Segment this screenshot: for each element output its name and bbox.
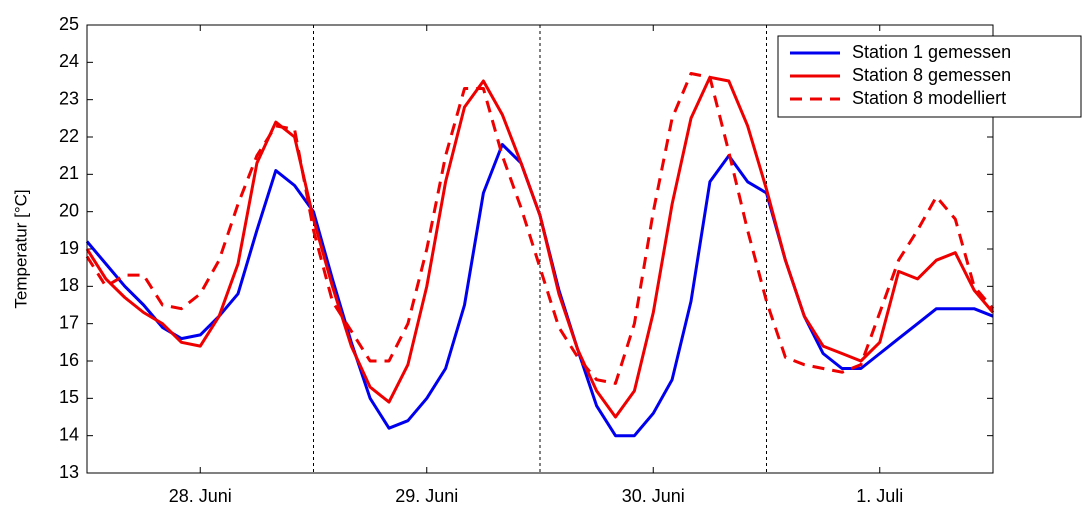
y-tick-label: 24 xyxy=(59,51,79,71)
y-tick-label: 15 xyxy=(59,387,79,407)
series-line xyxy=(85,75,995,419)
y-tick-label: 19 xyxy=(59,238,79,258)
y-tick-label: 22 xyxy=(59,126,79,146)
x-tick-label: 1. Juli xyxy=(856,486,903,506)
legend-label: Station 1 gemessen xyxy=(852,42,1011,62)
y-tick-label: 23 xyxy=(59,88,79,108)
y-tick-label: 14 xyxy=(59,424,79,444)
plot-frame xyxy=(86,24,994,474)
y-tick-label: 18 xyxy=(59,275,79,295)
y-tick-label: 21 xyxy=(59,163,79,183)
y-tick-label: 17 xyxy=(59,312,79,332)
y-tick-label: 16 xyxy=(59,350,79,370)
series-line xyxy=(85,72,995,385)
x-tick-label: 28. Juni xyxy=(169,486,232,506)
x-tick-label: 29. Juni xyxy=(395,486,458,506)
legend-label: Station 8 gemessen xyxy=(852,65,1011,85)
y-tick-label: 20 xyxy=(59,200,79,220)
y-axis-label: Temperatur [°C] xyxy=(11,189,30,308)
x-tick-label: 30. Juni xyxy=(622,486,685,506)
y-tick-label: 13 xyxy=(59,462,79,482)
y-tick-label: 25 xyxy=(59,14,79,34)
legend-label: Station 8 modelliert xyxy=(852,88,1006,108)
